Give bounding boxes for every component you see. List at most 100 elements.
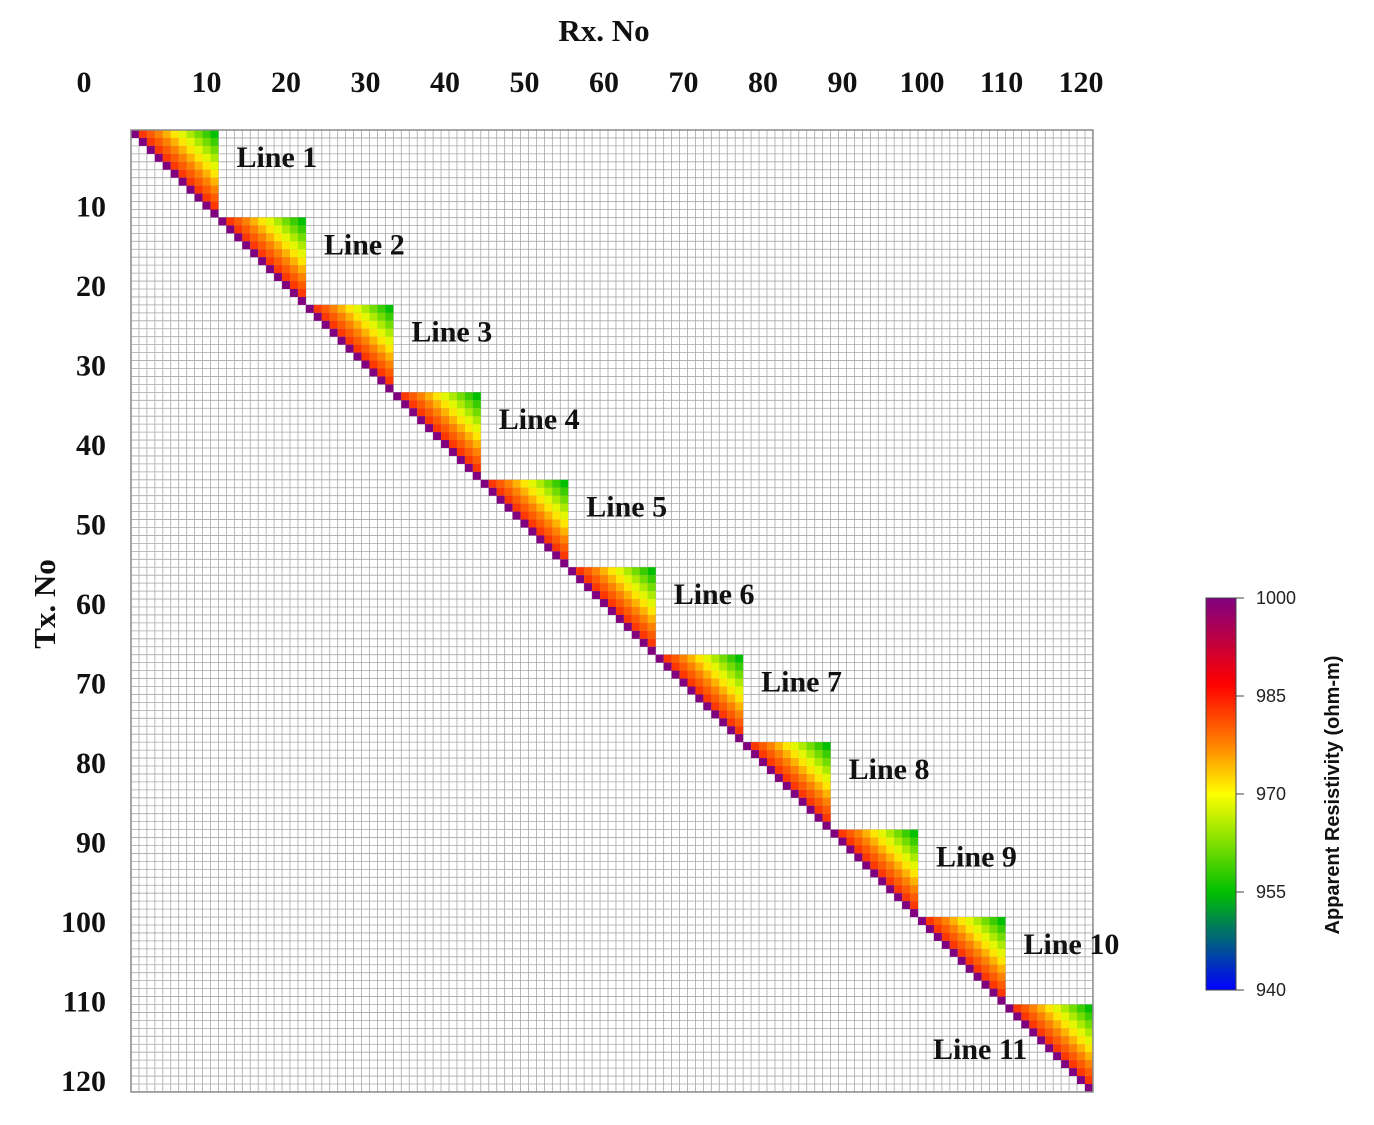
y-tick-label: 70 xyxy=(76,668,106,701)
data-cell xyxy=(687,670,696,679)
data-cell xyxy=(822,789,831,798)
data-cell xyxy=(1029,1028,1038,1037)
data-cell xyxy=(1061,1012,1070,1021)
data-cell xyxy=(1029,1012,1038,1021)
data-cell xyxy=(425,392,434,401)
data-cell xyxy=(647,614,656,623)
data-cell xyxy=(337,320,346,329)
data-cell xyxy=(512,487,521,496)
data-cell xyxy=(385,352,394,361)
data-cell xyxy=(536,479,545,488)
data-cell xyxy=(846,837,855,846)
data-cell xyxy=(663,662,672,671)
data-cell xyxy=(369,368,378,377)
data-cell xyxy=(1053,1044,1062,1053)
data-cell xyxy=(186,161,195,170)
data-cell xyxy=(814,758,823,766)
x-tick-labels: 0 10 20 30 40 50 60 70 80 90 100 110 120 xyxy=(77,66,1104,99)
data-cell xyxy=(719,662,728,671)
data-cell xyxy=(1077,1044,1085,1053)
data-cell xyxy=(894,837,903,846)
data-cell xyxy=(552,503,561,512)
data-cell xyxy=(297,249,306,258)
data-cell xyxy=(727,686,736,695)
data-cell xyxy=(297,241,306,250)
x-tick-label: 100 xyxy=(900,66,945,99)
data-cell xyxy=(1045,1028,1054,1037)
data-cell xyxy=(600,599,608,607)
data-cell xyxy=(536,535,545,544)
data-cell xyxy=(282,281,290,289)
data-cell xyxy=(1021,1004,1030,1013)
data-cell xyxy=(926,925,934,933)
data-cell xyxy=(973,956,982,965)
data-cell xyxy=(202,161,211,170)
data-cell xyxy=(631,599,640,607)
data-cell xyxy=(870,861,879,870)
data-cell xyxy=(178,161,187,170)
x-axis-title: Rx. No xyxy=(558,13,649,48)
data-cell xyxy=(258,233,267,242)
data-cell xyxy=(981,932,990,941)
data-cell xyxy=(496,487,505,496)
data-cell xyxy=(552,511,561,520)
data-cell xyxy=(774,766,783,774)
data-cell xyxy=(385,328,394,337)
data-cell xyxy=(313,312,322,321)
colorbar-tick-label: 985 xyxy=(1256,686,1286,706)
data-cell xyxy=(464,408,473,417)
data-cell xyxy=(878,853,887,862)
colorbar-tick-label: 1000 xyxy=(1256,588,1296,608)
data-cell xyxy=(560,503,569,512)
data-cell xyxy=(560,543,569,552)
data-cell xyxy=(973,972,982,981)
data-cell xyxy=(512,511,521,520)
data-cell xyxy=(655,654,664,663)
data-cell xyxy=(496,479,505,488)
data-cell xyxy=(735,734,744,743)
data-cell xyxy=(989,917,998,925)
data-cell xyxy=(1069,1044,1078,1053)
data-cell xyxy=(941,940,950,949)
data-cell xyxy=(981,948,990,957)
data-cell xyxy=(178,177,187,186)
data-cell xyxy=(671,662,680,671)
data-cell xyxy=(814,797,823,806)
data-cell xyxy=(719,718,728,727)
data-cell xyxy=(560,551,569,560)
data-cell xyxy=(290,225,298,234)
data-cell xyxy=(719,694,728,703)
data-cell xyxy=(361,352,370,361)
data-cell xyxy=(902,885,911,894)
x-tick-label: 70 xyxy=(669,66,699,99)
data-cell xyxy=(425,416,434,425)
data-cell xyxy=(361,360,370,369)
data-cell xyxy=(933,925,942,933)
data-cell xyxy=(735,702,744,711)
data-cell xyxy=(472,471,481,480)
data-cell xyxy=(615,614,624,623)
data-cell xyxy=(1069,1012,1078,1021)
data-cell xyxy=(528,519,537,528)
data-cell xyxy=(933,917,942,925)
data-cell xyxy=(870,829,879,838)
data-cell xyxy=(162,161,171,170)
data-cell xyxy=(385,336,394,345)
data-cell xyxy=(933,932,942,941)
data-cell xyxy=(735,654,744,663)
data-cell xyxy=(544,527,553,536)
data-cell xyxy=(194,169,203,178)
data-cell xyxy=(790,742,799,751)
x-tick-label: 90 xyxy=(828,66,858,99)
data-cell xyxy=(719,686,728,695)
data-cell xyxy=(449,432,457,441)
data-cell xyxy=(600,567,608,576)
data-cell xyxy=(989,972,998,981)
colorbar-tick-label: 955 xyxy=(1256,882,1286,902)
data-cell xyxy=(377,360,386,369)
data-cell xyxy=(711,710,720,719)
line-label: Line 1 xyxy=(236,141,317,174)
data-cell xyxy=(361,344,370,353)
data-cell xyxy=(1045,1020,1054,1029)
data-cell xyxy=(806,766,815,774)
